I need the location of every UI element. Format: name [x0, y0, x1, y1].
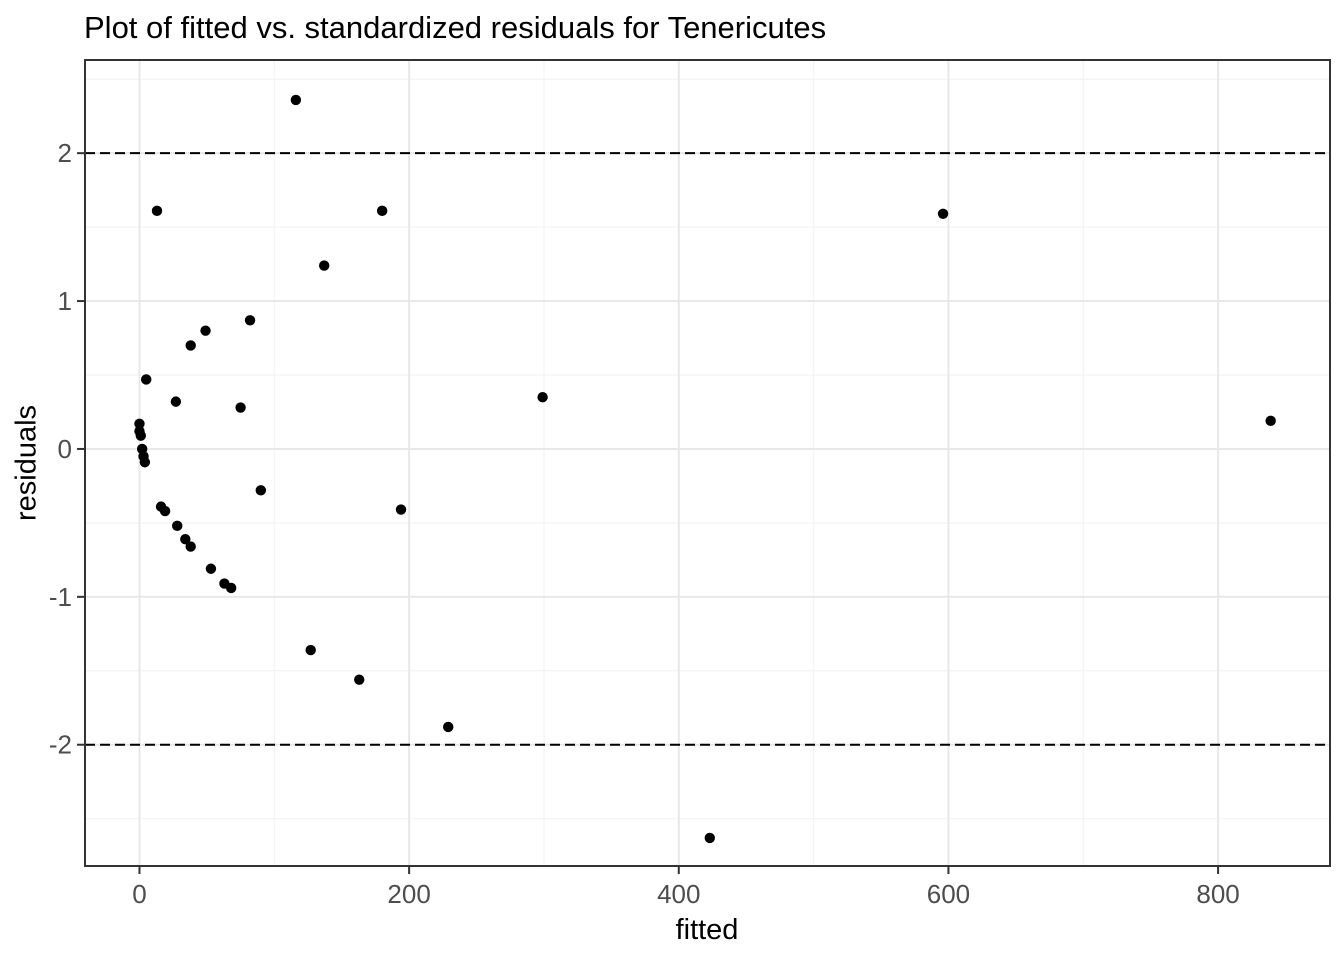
- data-point: [318, 260, 330, 271]
- data-point: [205, 563, 217, 574]
- x-axis-title: fitted: [675, 914, 739, 946]
- data-point: [443, 721, 454, 733]
- data-point: [937, 208, 949, 220]
- data-point: [135, 430, 147, 441]
- y-tick-label: -2: [49, 730, 72, 760]
- data-point: [395, 504, 407, 515]
- data-point: [244, 315, 256, 326]
- data-point: [180, 533, 191, 545]
- data-point: [200, 325, 211, 336]
- data-point: [151, 205, 163, 217]
- data-point: [376, 205, 388, 217]
- y-tick-label: 1: [58, 286, 72, 316]
- data-point: [704, 832, 715, 844]
- x-tick-label: 200: [387, 879, 430, 909]
- data-point: [537, 391, 548, 403]
- data-point: [225, 582, 237, 594]
- data-point: [290, 94, 302, 106]
- data-point: [255, 485, 267, 496]
- chart-title: Plot of fitted vs. standardized residual…: [84, 10, 827, 45]
- data-point: [1265, 415, 1276, 427]
- x-tick-label: 0: [132, 879, 146, 909]
- data-point: [354, 674, 365, 685]
- data-point: [139, 457, 151, 468]
- plot-panel: [85, 60, 1330, 866]
- data-point: [159, 505, 171, 517]
- data-point: [172, 520, 183, 532]
- y-tick-label: 0: [58, 434, 72, 464]
- data-point: [134, 418, 145, 430]
- data-point: [235, 402, 246, 413]
- y-axis-title: residuals: [10, 404, 43, 522]
- panel-border: [84, 59, 1331, 867]
- y-tick-label: 2: [58, 138, 72, 168]
- y-tick-label: -1: [49, 582, 72, 612]
- data-point: [170, 396, 182, 407]
- data-point: [141, 374, 152, 385]
- x-tick-label: 800: [1196, 879, 1239, 909]
- x-tick-label: 600: [927, 879, 970, 909]
- data-point: [185, 340, 196, 351]
- data-point: [185, 541, 196, 552]
- x-tick-label: 400: [657, 879, 700, 909]
- data-point: [305, 644, 316, 656]
